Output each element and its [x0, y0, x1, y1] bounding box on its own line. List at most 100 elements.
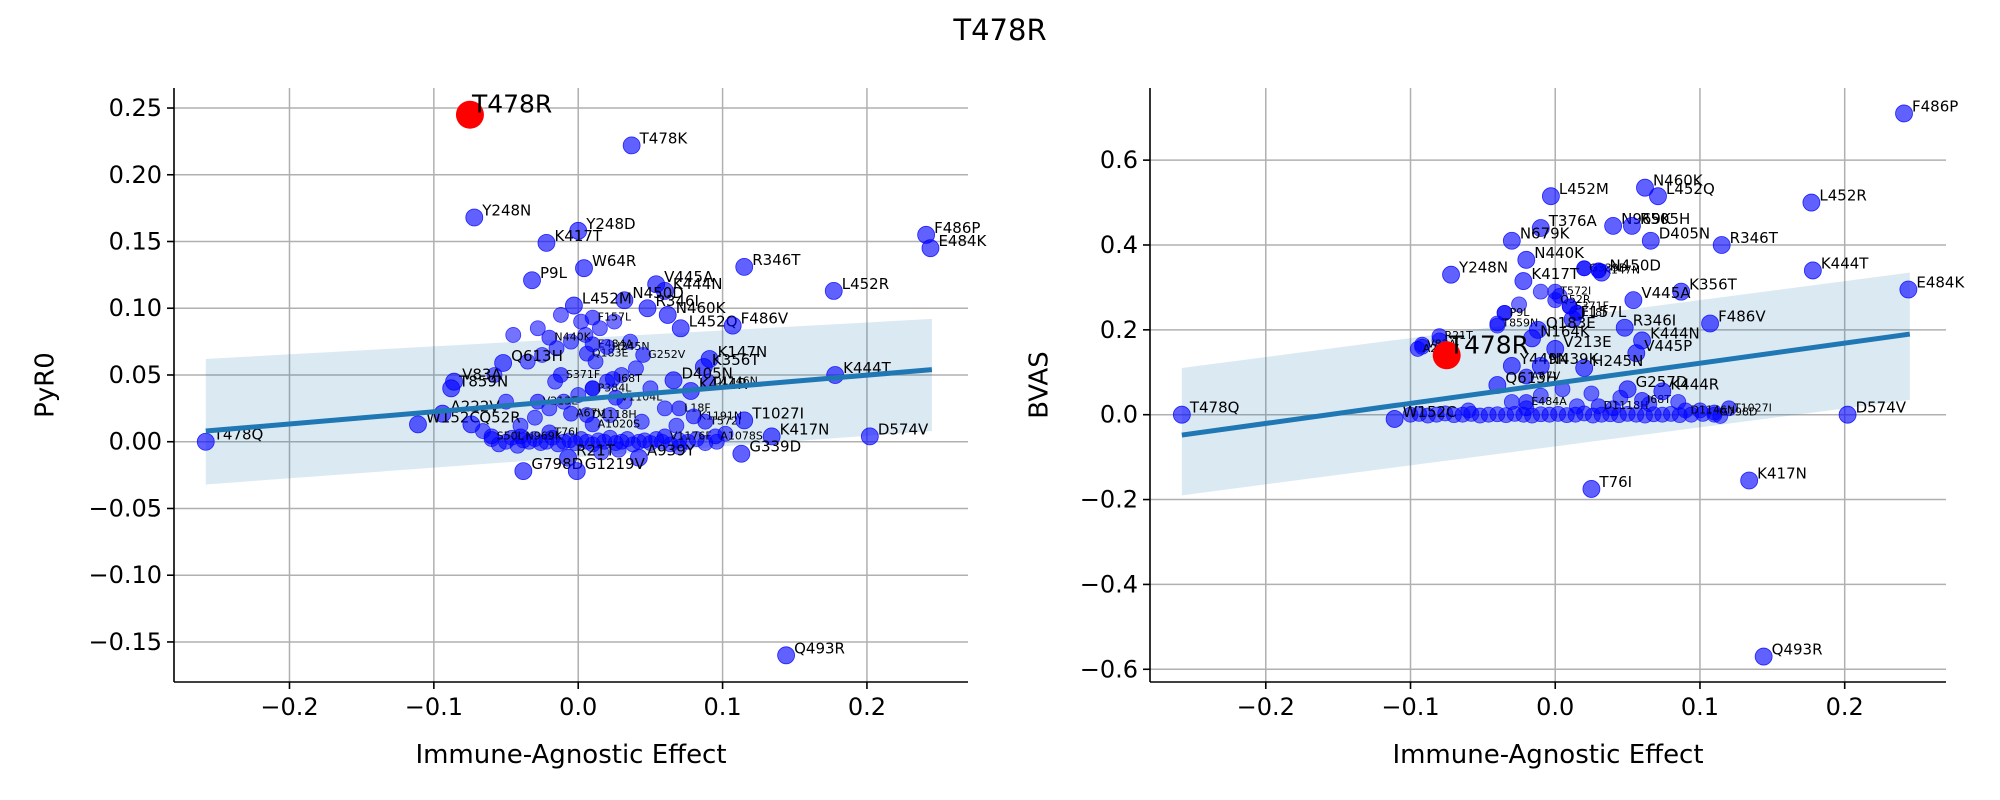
point-label-d1118h: D1118H [592, 408, 637, 421]
point-label-t478q: T478Q [1189, 399, 1240, 417]
point-label-k356t: K356T [712, 351, 760, 369]
data-point [777, 646, 796, 665]
data-point [1641, 231, 1660, 250]
data-point [824, 281, 843, 300]
data-point [1649, 187, 1667, 206]
point-label-l452r: L452R [842, 275, 889, 293]
data-point [1409, 341, 1426, 357]
point-label-v1176f: V1176F [670, 429, 712, 442]
data-point [1677, 402, 1694, 419]
data-point [622, 136, 641, 155]
point-label-r346i: R346I [1633, 312, 1676, 330]
data-point [537, 233, 556, 252]
data-point [735, 257, 754, 276]
data-point [1518, 368, 1535, 385]
x-tick-label: 0.1 [703, 693, 741, 721]
data-point [196, 432, 215, 451]
data-point [1442, 265, 1460, 284]
data-point [593, 444, 610, 461]
data-point [1547, 283, 1564, 300]
point-label-f486v: F486V [1718, 307, 1766, 325]
point-label-f157l: F157L [1581, 303, 1627, 321]
y-tick-label: −0.15 [88, 628, 162, 656]
data-point [658, 306, 677, 324]
point-label-v445a: V445A [664, 268, 714, 286]
data-point [599, 339, 615, 355]
point-label-d1146n: D1146N [1690, 403, 1735, 416]
data-point [505, 327, 522, 343]
data-point [1583, 385, 1600, 402]
data-point [671, 439, 688, 455]
data-point [1740, 471, 1759, 490]
data-point [1590, 398, 1607, 415]
point-label-r505h: R505H [1640, 210, 1690, 228]
data-point [1627, 344, 1646, 363]
data-point [628, 360, 644, 377]
data-point [1518, 394, 1535, 410]
point-label-t859n: T859N [458, 372, 508, 390]
point-label-t76i: T76I [1598, 473, 1632, 491]
data-point [633, 413, 650, 430]
point-label-n450d: N450D [1610, 257, 1661, 275]
point-label-t572i: T572I [1559, 285, 1591, 298]
data-point [860, 427, 879, 446]
point-label-w152c: W152C [1403, 403, 1457, 421]
data-point [1618, 380, 1637, 399]
y-tick-label: 0.00 [109, 428, 162, 456]
y-tick-label: −0.05 [88, 494, 162, 522]
point-label-n679k: N679K [1520, 225, 1571, 243]
data-point [465, 208, 484, 227]
point-label-r21t: R21T [1444, 329, 1473, 342]
point-label-p9l: P9L [1510, 306, 1531, 319]
point-label-d574v: D574V [878, 420, 929, 438]
data-point [1460, 402, 1477, 419]
y-tick-label: −0.2 [1080, 486, 1138, 514]
point-label-l452m: L452M [1559, 180, 1609, 198]
data-point [1634, 391, 1650, 408]
y-tick-label: −0.6 [1080, 655, 1138, 683]
point-label-t1027i: T1027I [1733, 401, 1772, 414]
point-label-q183e: Q183E [1546, 314, 1596, 332]
x-tick-label: 0.1 [1681, 693, 1719, 721]
point-label-r21t: R21T [576, 442, 616, 460]
point-label-r346t: R346T [752, 251, 801, 269]
point-label-e484k: E484K [1916, 274, 1965, 292]
data-point [732, 444, 751, 463]
data-point [656, 428, 673, 445]
data-point [671, 319, 690, 338]
y-tick-label: 0.0 [1100, 401, 1138, 429]
data-point [735, 411, 754, 430]
data-point [694, 358, 713, 376]
point-label-y248n: Y248N [1458, 259, 1508, 277]
y-tick-label: 0.20 [109, 161, 162, 189]
data-point [610, 441, 627, 458]
highlight-label: T478R [1448, 330, 1529, 359]
data-point [723, 316, 742, 335]
regression-line [1181, 331, 1911, 438]
point-label-w64r: W64R [592, 252, 636, 270]
data-point [664, 371, 683, 390]
point-label-v445a: V445A [1641, 284, 1691, 302]
point-label-i68t: I68T [618, 372, 642, 385]
data-point [1721, 400, 1737, 417]
highlight-point [455, 100, 484, 129]
data-point [1489, 315, 1506, 332]
point-label-f486v: F486V [741, 310, 789, 328]
data-point [527, 409, 543, 426]
y-axis-label: BVAS [1025, 351, 1055, 418]
data-point [1754, 647, 1773, 666]
point-label-r346t: R346T [1730, 229, 1779, 247]
point-label-k417t: K417T [1531, 265, 1579, 283]
point-label-n164k: N164K [1540, 322, 1591, 340]
x-axis-label: Immune-Agnostic Effect [415, 740, 726, 770]
point-label-n440k: N440K [1534, 244, 1585, 262]
point-label-q493r: Q493R [1772, 641, 1823, 659]
data-point [512, 428, 529, 445]
data-point [409, 415, 427, 434]
point-label-l452m: L452M [582, 290, 632, 308]
point-label-k147n: K147N [718, 343, 768, 361]
data-point [602, 407, 618, 423]
data-point [1563, 310, 1582, 329]
point-label-y248d: Y248D [585, 215, 635, 233]
point-label-v445p: V445P [1644, 337, 1692, 355]
